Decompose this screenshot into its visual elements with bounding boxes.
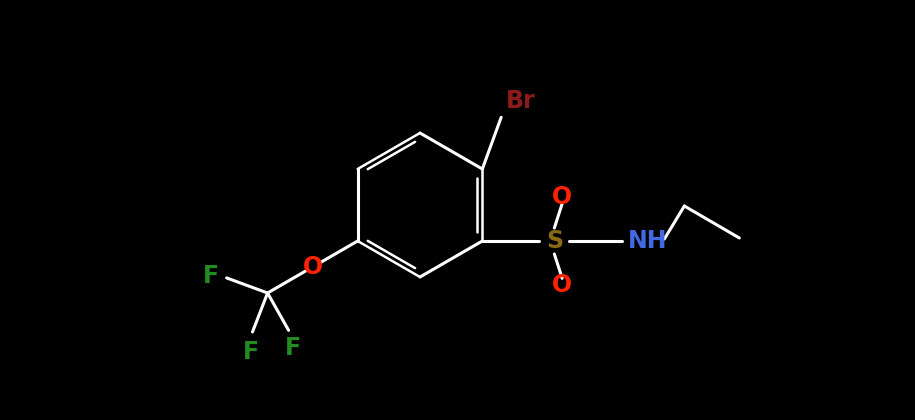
Text: O: O xyxy=(552,273,572,297)
Text: NH: NH xyxy=(629,229,668,253)
Text: Br: Br xyxy=(506,89,536,113)
Text: F: F xyxy=(242,340,259,364)
Text: S: S xyxy=(545,229,563,253)
Text: O: O xyxy=(303,255,323,279)
Text: F: F xyxy=(285,336,301,360)
Text: O: O xyxy=(552,185,572,209)
Text: F: F xyxy=(202,264,219,288)
